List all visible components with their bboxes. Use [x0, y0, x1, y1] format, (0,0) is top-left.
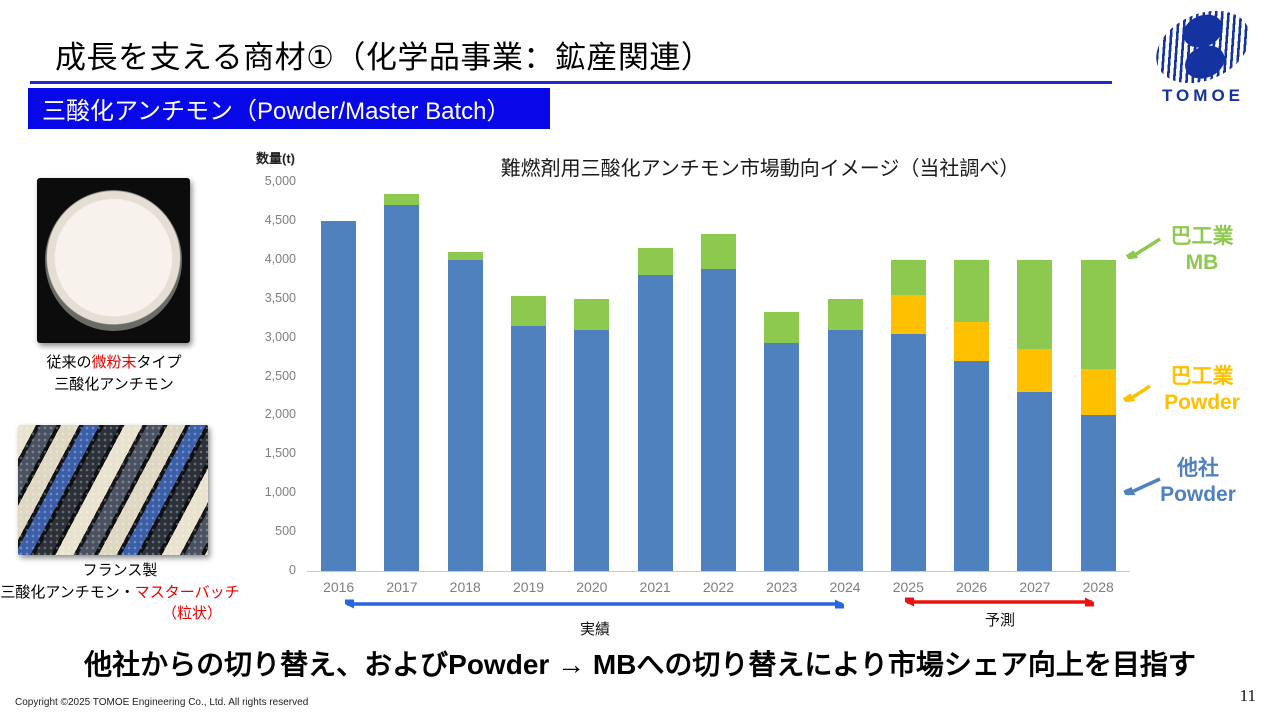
bar-segment [1080, 368, 1116, 416]
powder-photo [37, 178, 190, 343]
x-tick-label: 2024 [829, 579, 861, 595]
x-axis: 2016 2017 2018 2019 2020 2021 2022 2023 2024 2025… [307, 579, 1130, 595]
powder-caption: 従来の微粉末タイプ 三酸化アンチモン [10, 352, 218, 396]
bar-segment [827, 329, 863, 571]
bar-segment [447, 259, 483, 571]
bar-segment [700, 234, 736, 270]
bar-segment [384, 193, 420, 206]
x-tick-label: 2021 [639, 579, 671, 595]
bar-2028 [1080, 182, 1116, 571]
bar-2023 [764, 182, 800, 571]
bar-2025 [890, 182, 926, 571]
y-tick-label: 5,000 [264, 174, 296, 188]
masterbatch-caption-line3: （粒状） [161, 605, 222, 622]
bar-segment [447, 252, 483, 260]
key-message: 他社からの切り替え、およびPowder → MBへの切り替えにより市場シェア向上… [84, 649, 1196, 680]
bar-segment [574, 329, 610, 571]
x-tick-label: 2019 [512, 579, 545, 595]
bar-segment [1017, 259, 1053, 350]
y-tick-label: 4,000 [264, 251, 296, 266]
legend-tomoe-mb: 巴工業 MB [1170, 225, 1234, 274]
stacked-bar-plot [307, 182, 1130, 572]
masterbatch-caption-line2: 三酸化アンチモン・マスターバッチ [0, 583, 240, 601]
bar-segment [954, 360, 990, 571]
bar-segment [890, 333, 926, 571]
bar-segment [1080, 259, 1116, 369]
bar-segment [1017, 392, 1053, 571]
masterbatch-caption: フランス製 三酸化アンチモン・マスターバッチ （粒状） [0, 560, 240, 625]
bar-segment [1080, 415, 1116, 571]
title-underline [30, 81, 1112, 84]
bar-segment [384, 205, 420, 571]
masterbatch-caption-line1: フランス製 [82, 562, 158, 579]
y-tick-label: 1,000 [264, 485, 296, 500]
masterbatch-photo [18, 425, 208, 555]
bar-segment [954, 322, 990, 361]
bar-segment [511, 296, 547, 326]
bar-2020 [574, 182, 610, 571]
x-tick-label: 2026 [956, 579, 988, 595]
bar-segment [764, 343, 800, 571]
y-tick-label: 500 [275, 524, 296, 539]
page-number: 11 [1239, 686, 1256, 705]
bar-segment [574, 298, 610, 330]
y-axis-label: 数量(t) [256, 151, 295, 166]
logo-blob [1179, 39, 1230, 86]
bar-2026 [954, 182, 990, 571]
forecast-period-label: 予測 [984, 612, 1015, 629]
bar-2022 [700, 182, 736, 571]
copyright: Copyright ©2025 TOMOE Engineering Co., L… [15, 697, 309, 708]
bar-segment [321, 220, 357, 571]
y-tick-label: 3,500 [264, 290, 296, 305]
y-tick-label: 2,000 [264, 407, 296, 422]
y-tick-label: 4,500 [264, 212, 296, 227]
bar-2024 [827, 182, 863, 571]
section-banner: 三酸化アンチモン（Powder/Master Batch） [28, 88, 550, 129]
x-tick-label: 2025 [892, 579, 924, 595]
x-tick-label: 2023 [766, 579, 798, 595]
x-tick-label: 2027 [1019, 579, 1051, 595]
y-tick-label: 1,500 [264, 446, 296, 461]
bar-segment [511, 325, 547, 571]
y-tick-label: 0 [289, 563, 296, 577]
x-tick-label: 2018 [449, 579, 481, 595]
x-tick-label: 2020 [576, 579, 608, 595]
bar-2017 [384, 182, 420, 571]
logo-wordmark: TOMOE [1161, 86, 1245, 105]
tomoe-mark-icon [1144, 0, 1262, 98]
section-banner-label: 三酸化アンチモン（Powder/Master Batch） [42, 98, 511, 125]
bar-2016 [321, 182, 357, 571]
chart-title: 難燃剤用三酸化アンチモン市場動向イメージ（当社調べ） [500, 158, 1020, 180]
bar-segment [1017, 349, 1053, 393]
powder-dish [45, 190, 182, 331]
bar-2019 [511, 182, 547, 571]
x-tick-label: 2017 [386, 579, 418, 595]
x-tick-label: 2022 [702, 579, 734, 595]
x-tick-label: 2016 [323, 579, 355, 595]
y-axis: 5,000 4,500 4,000 3,500 3,000 2,500 2,000 1,500… [238, 174, 296, 587]
bar-segment [890, 294, 926, 334]
y-tick-label: 2,500 [264, 368, 296, 383]
bar-2021 [637, 182, 673, 571]
bar-segment [827, 298, 863, 330]
legend-tomoe-powder: 巴工業 Powder [1164, 365, 1240, 414]
bar-2027 [1017, 182, 1053, 571]
bar-segment [700, 269, 736, 571]
actual-period-label: 実績 [579, 621, 610, 638]
legend-others-powder: 他社 Powder [1160, 457, 1236, 506]
bar-segment [637, 275, 673, 571]
bar-segment [637, 248, 673, 276]
company-logo: TOMOE [1142, 0, 1264, 108]
y-tick-label: 3,000 [264, 329, 296, 344]
bar-segment [764, 311, 800, 344]
powder-caption-line1: 従来の微粉末タイプ [46, 354, 182, 371]
bar-segment [890, 259, 926, 295]
powder-caption-line2: 三酸化アンチモン [54, 376, 174, 393]
bar-segment [954, 259, 990, 323]
page-title: 成長を支える商材①（化学品事業：鉱産関連） [55, 40, 713, 75]
bar-2018 [447, 182, 483, 571]
x-tick-label: 2028 [1082, 579, 1114, 595]
